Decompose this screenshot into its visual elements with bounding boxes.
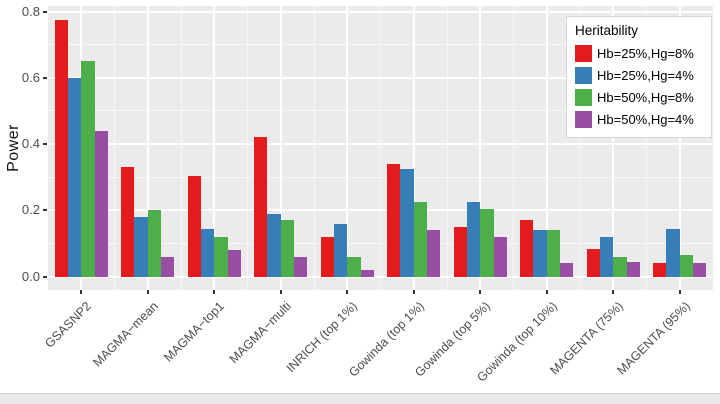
bar <box>613 256 627 277</box>
bottom-strip <box>0 393 720 404</box>
x-tick-label-anchor: MAGENTA (95%) <box>614 297 720 377</box>
legend-item: Hb=25%,Hg=8% <box>575 42 703 64</box>
bar <box>67 77 82 277</box>
gridline-minor-vertical <box>247 6 248 290</box>
bar <box>666 228 680 277</box>
gridline-major-vertical <box>412 6 415 290</box>
x-axis-tick <box>412 290 415 294</box>
gridline-major-vertical <box>346 6 349 290</box>
bar <box>387 164 401 277</box>
x-tick-label-anchor: GSASNP2 <box>42 297 143 351</box>
legend-item-label: Hb=50%,Hg=8% <box>597 89 694 105</box>
bar <box>413 202 428 277</box>
x-axis-tick <box>146 290 149 294</box>
legend: Heritability Hb=25%,Hg=8% Hb=25%,Hg=4% Hb=… <box>566 16 712 138</box>
gridline-minor-vertical <box>579 6 581 290</box>
legend-item: Hb=50%,Hg=4% <box>575 108 703 130</box>
x-tick-label: GSASNP2 <box>42 299 95 351</box>
bar <box>400 168 414 277</box>
x-axis-tick <box>612 290 615 294</box>
bar <box>653 263 667 277</box>
legend-items: Hb=25%,Hg=8% Hb=25%,Hg=4% Hb=50%,Hg=8% Hb=5… <box>575 42 703 130</box>
legend-item: Hb=50%,Hg=8% <box>575 86 703 108</box>
y-tick-label: 0.4 <box>21 136 40 152</box>
bar <box>187 175 201 277</box>
bar <box>347 256 361 277</box>
bar <box>586 248 600 277</box>
legend-item-label: Hb=50%,Hg=4% <box>597 111 694 127</box>
y-tick-label: 0.6 <box>21 69 40 85</box>
y-axis-tick <box>43 209 47 212</box>
y-tick-label: 0.2 <box>21 202 40 218</box>
legend-key-swatch <box>575 110 592 128</box>
legend-key-swatch <box>575 66 592 84</box>
bar <box>333 223 348 277</box>
bar <box>121 167 135 277</box>
bar <box>453 226 467 277</box>
x-axis-tick <box>213 290 216 294</box>
bar <box>360 270 374 277</box>
bar <box>320 236 334 277</box>
bar <box>626 261 640 277</box>
gridline-major-vertical <box>279 6 282 290</box>
gridline-major-vertical <box>479 6 482 290</box>
x-axis-tick <box>678 290 681 294</box>
y-axis-tick <box>43 143 47 146</box>
y-axis-tick <box>43 10 47 13</box>
legend-item: Hb=25%,Hg=4% <box>575 64 703 86</box>
y-tick-label: 0.8 <box>21 3 40 19</box>
y-axis-tick <box>43 275 47 278</box>
gridline-minor-vertical <box>646 6 647 290</box>
bar <box>200 228 215 277</box>
bar <box>560 263 574 277</box>
bar <box>466 202 481 277</box>
bar <box>267 213 281 277</box>
bar <box>94 130 108 277</box>
legend-item-label: Hb=25%,Hg=8% <box>597 45 694 61</box>
gridline-minor-vertical <box>513 6 514 290</box>
bar <box>520 220 534 277</box>
x-axis-tick <box>346 290 349 294</box>
bar <box>214 236 228 277</box>
gridline-minor-vertical <box>313 6 315 290</box>
bar <box>693 263 707 277</box>
bar <box>294 256 308 277</box>
gridline-major-vertical <box>545 6 548 290</box>
bar <box>147 210 162 277</box>
bar <box>254 137 268 277</box>
x-axis-tick <box>80 290 83 294</box>
x-axis-tick <box>545 290 548 294</box>
gridline-major-vertical <box>146 6 149 290</box>
bar <box>161 256 175 277</box>
gridline-major-vertical <box>213 6 216 290</box>
legend-key-swatch <box>575 44 592 62</box>
bar <box>227 250 241 277</box>
bar <box>546 230 561 277</box>
legend-key-swatch <box>575 88 592 106</box>
bar <box>533 230 547 277</box>
gridline-major-vertical <box>612 6 615 290</box>
y-axis-tick <box>43 76 47 79</box>
bar <box>54 19 68 277</box>
gridline-minor-vertical <box>114 6 115 290</box>
bar <box>679 255 694 277</box>
y-tick-label: 0.0 <box>21 268 40 284</box>
bar <box>134 217 148 277</box>
gridline-minor-vertical <box>380 6 381 290</box>
legend-title: Heritability <box>575 23 639 38</box>
x-axis-tick <box>279 290 282 294</box>
x-axis-tick <box>479 290 482 294</box>
bar <box>480 208 494 277</box>
bar <box>493 236 507 277</box>
bar <box>427 230 441 277</box>
bar <box>599 236 614 277</box>
bar <box>280 220 295 277</box>
gridline-major-vertical <box>678 6 681 290</box>
legend-item-label: Hb=25%,Hg=4% <box>597 67 694 83</box>
gridline-minor-vertical <box>446 6 448 290</box>
gridline-minor-vertical <box>180 6 182 290</box>
bar <box>81 61 95 277</box>
